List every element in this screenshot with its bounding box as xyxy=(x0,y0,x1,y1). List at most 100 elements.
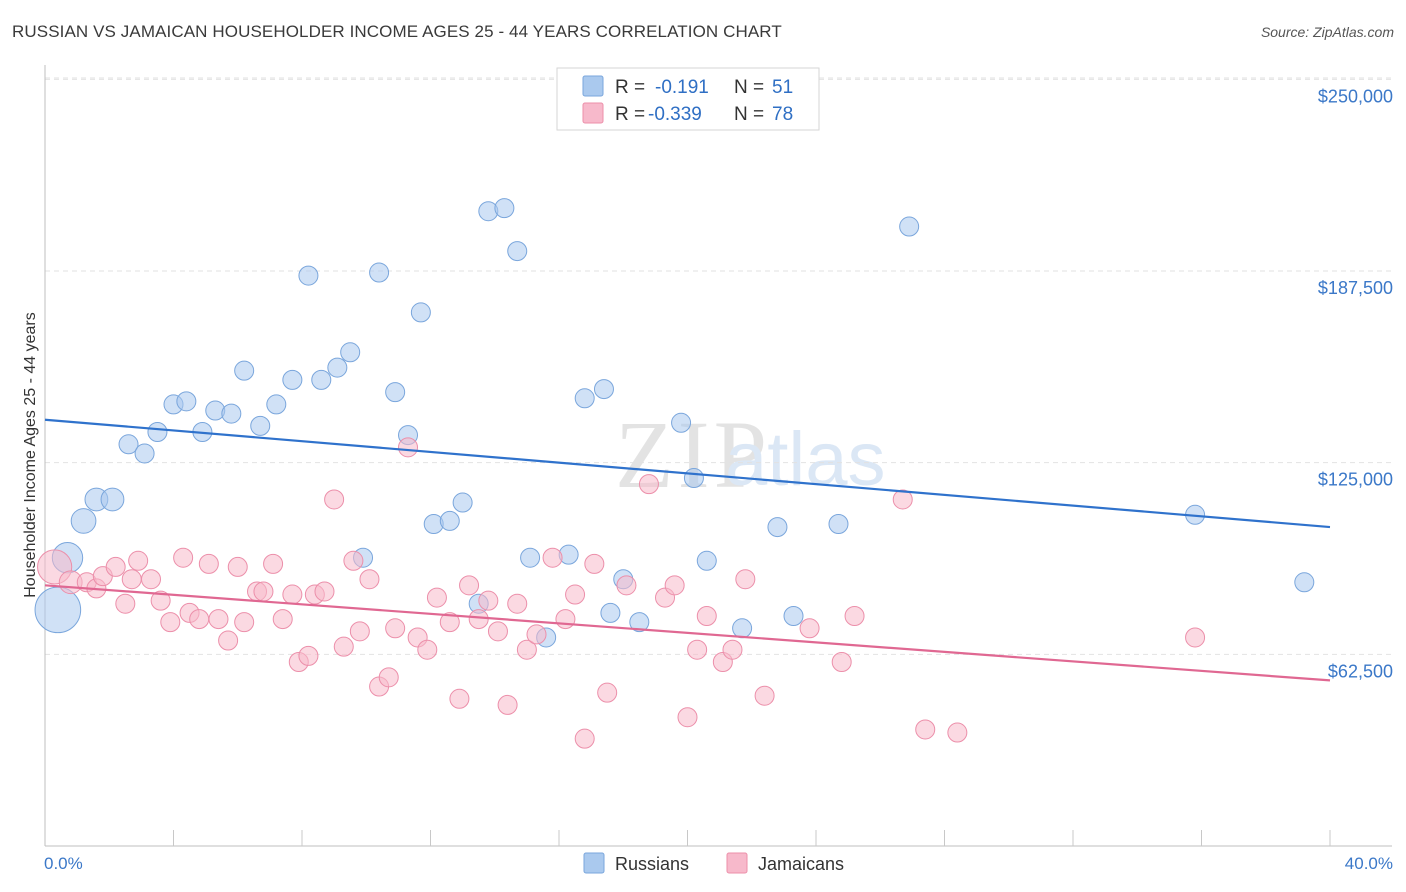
jamaican-point xyxy=(597,682,618,703)
russian-point xyxy=(1294,572,1315,593)
watermark-atlas: atlas xyxy=(725,417,886,502)
legend-r-value-russians: -0.191 xyxy=(655,77,709,98)
russian-point xyxy=(221,403,242,424)
chart-title: RUSSIAN VS JAMAICAN HOUSEHOLDER INCOME A… xyxy=(12,22,782,41)
jamaican-point xyxy=(426,587,447,608)
y-tick-label: $62,500 xyxy=(1328,661,1393,681)
jamaican-point xyxy=(343,550,364,571)
bottom-legend-label-jamaicans: Jamaicans xyxy=(758,854,844,874)
russian-point xyxy=(34,586,82,634)
watermark: ZIP atlas xyxy=(615,401,886,508)
russian-point xyxy=(593,379,614,400)
russian-point xyxy=(234,360,255,381)
jamaican-point xyxy=(616,575,637,596)
russian-point xyxy=(696,550,717,571)
russian-point xyxy=(767,517,788,538)
russian-point xyxy=(134,443,155,464)
y-tick-labels: $250,000 $187,500 $125,000 $62,500 xyxy=(1318,86,1393,681)
legend-n-value-jamaicans: 78 xyxy=(772,104,793,125)
series-jamaicans xyxy=(37,437,1206,749)
trend-line-russians xyxy=(44,418,1331,529)
legend-swatch-jamaicans xyxy=(582,102,604,124)
russian-point xyxy=(176,391,197,412)
jamaican-point xyxy=(218,630,239,651)
legend-n-label-jamaicans: N = xyxy=(734,104,764,125)
x-ticks xyxy=(173,830,1331,846)
jamaican-point xyxy=(687,639,708,660)
russian-point xyxy=(118,434,139,455)
y-tick-label: $250,000 xyxy=(1318,86,1393,106)
series-legend: Russians Jamaicans xyxy=(583,852,844,874)
jamaican-point xyxy=(227,556,248,577)
russian-point xyxy=(494,198,515,219)
jamaican-point xyxy=(584,553,605,574)
legend-swatch-russians xyxy=(582,75,604,97)
russian-point xyxy=(507,241,528,262)
russian-point xyxy=(452,492,473,513)
jamaican-point xyxy=(128,550,149,571)
russian-point xyxy=(410,302,431,323)
jamaican-point xyxy=(468,609,489,630)
jamaican-point xyxy=(677,707,698,728)
jamaican-point xyxy=(253,581,274,602)
legend-r-value-jamaicans: -0.339 xyxy=(648,104,702,125)
jamaican-point xyxy=(947,722,968,743)
jamaican-point xyxy=(359,569,380,590)
jamaican-point xyxy=(150,590,171,611)
russian-point xyxy=(340,342,361,363)
jamaican-point xyxy=(263,553,284,574)
watermark-zip: ZIP xyxy=(615,401,771,508)
jamaican-point xyxy=(417,639,438,660)
jamaican-point xyxy=(314,581,335,602)
x-tick-label-min: 0.0% xyxy=(44,854,83,873)
jamaican-point xyxy=(141,569,162,590)
jamaican-point xyxy=(449,688,470,709)
jamaican-point xyxy=(234,612,255,633)
jamaican-point xyxy=(497,694,518,715)
jamaican-point xyxy=(282,584,303,605)
russian-point xyxy=(100,487,125,512)
legend-n-label-russians: N = xyxy=(734,77,764,98)
jamaican-point xyxy=(439,612,460,633)
russian-point xyxy=(70,508,97,534)
bottom-legend-label-russians: Russians xyxy=(615,854,689,874)
jamaican-point xyxy=(696,606,717,626)
russian-point xyxy=(828,514,849,534)
russian-point xyxy=(266,394,287,415)
jamaican-point xyxy=(722,639,743,660)
jamaican-point xyxy=(487,621,508,642)
jamaican-point xyxy=(526,624,547,645)
russian-point xyxy=(282,369,303,390)
russian-point xyxy=(899,216,920,237)
jamaican-point xyxy=(638,474,659,495)
trend-line-jamaicans xyxy=(44,584,1331,682)
jamaican-point xyxy=(754,685,775,706)
series-russians xyxy=(34,198,1315,648)
trend-lines xyxy=(44,418,1331,682)
russian-point xyxy=(520,547,541,568)
jamaican-point xyxy=(160,612,181,633)
jamaican-point xyxy=(272,609,293,630)
jamaican-point xyxy=(542,547,563,568)
russian-point xyxy=(732,618,753,639)
russian-point xyxy=(629,612,650,633)
jamaican-point xyxy=(324,489,345,510)
jamaican-point xyxy=(735,569,756,590)
y-tick-label: $125,000 xyxy=(1318,470,1393,490)
russian-point xyxy=(683,468,704,488)
russian-point xyxy=(600,602,621,623)
legend-n-value-russians: 51 xyxy=(772,77,793,98)
y-tick-label: $187,500 xyxy=(1318,278,1393,298)
legend-r-label-jamaicans: R = xyxy=(615,104,645,125)
x-tick-label-max: 40.0% xyxy=(1345,854,1393,873)
jamaican-point xyxy=(1185,627,1206,648)
jamaican-point xyxy=(385,618,406,639)
russian-point xyxy=(783,606,804,626)
jamaican-point xyxy=(844,606,865,626)
jamaican-point xyxy=(507,593,528,614)
russian-point xyxy=(250,415,271,436)
russian-point xyxy=(369,262,390,283)
russian-point xyxy=(298,265,319,286)
jamaican-point xyxy=(173,547,194,568)
